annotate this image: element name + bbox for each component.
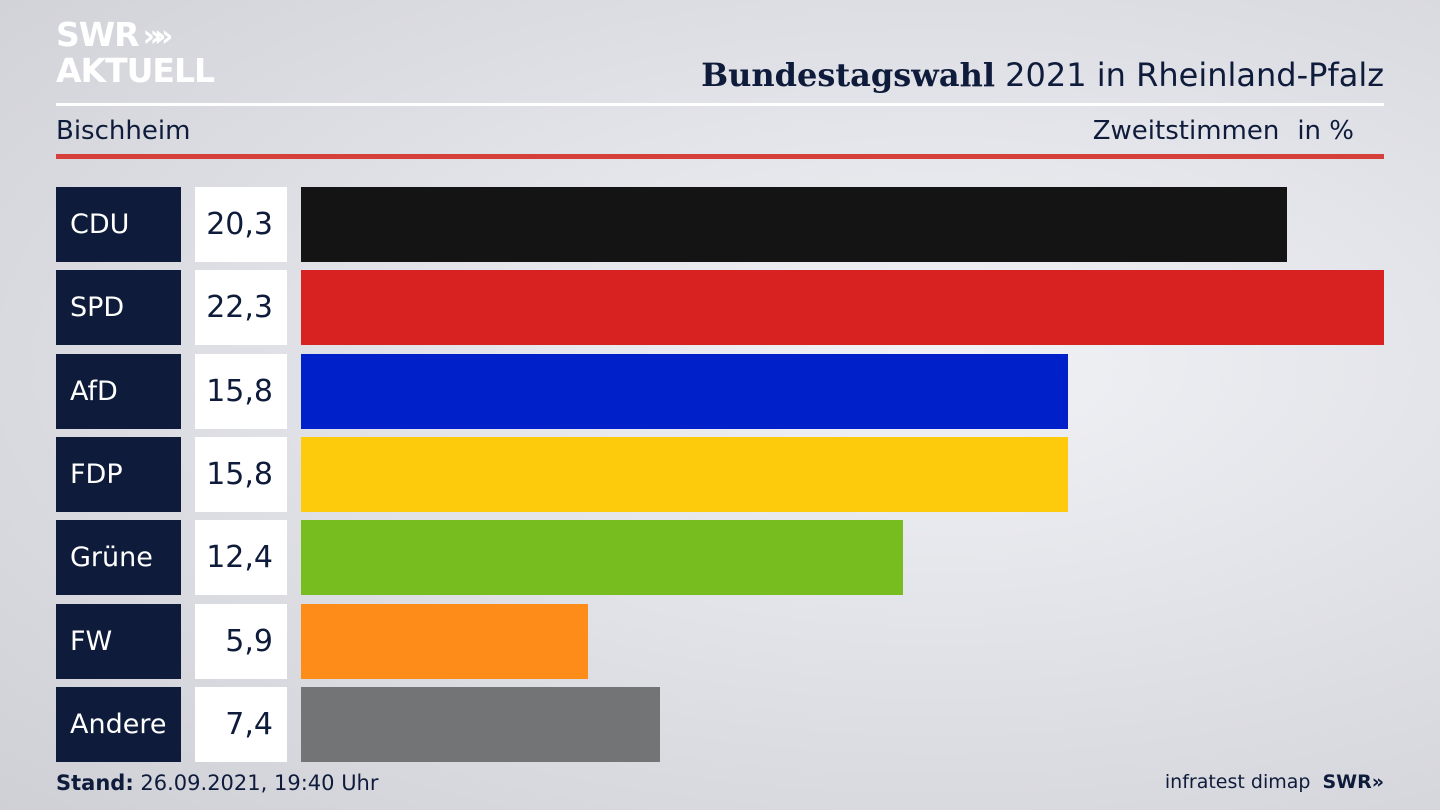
measure-label: Zweitstimmen in %	[1093, 116, 1354, 146]
stand-value: 26.09.2021, 19:40 Uhr	[140, 771, 379, 795]
header-divider	[56, 103, 1384, 106]
party-label: Andere	[56, 687, 181, 762]
source-text: infratest dimap	[1164, 771, 1311, 793]
bar	[301, 270, 1384, 345]
source-credit: infratest dimap SWR»	[1165, 771, 1384, 793]
logo-arrows-icon: »»	[142, 19, 174, 54]
logo-swr-text: SWR	[56, 15, 140, 54]
party-label: Grüne	[56, 520, 181, 595]
timestamp: Stand: 26.09.2021, 19:40 Uhr	[56, 771, 379, 795]
unit-text: in %	[1297, 116, 1354, 146]
measure-text: Zweitstimmen	[1092, 116, 1280, 146]
value-label: 15,8	[195, 354, 287, 429]
value-label: 12,4	[195, 520, 287, 595]
bar	[301, 354, 1068, 429]
party-label: CDU	[56, 187, 181, 262]
value-label: 7,4	[195, 687, 287, 762]
swr-aktuell-logo: SWR»» AKTUELL	[56, 15, 215, 90]
accent-divider	[56, 154, 1384, 159]
party-label: SPD	[56, 270, 181, 345]
title-bold: Bundestagswahl	[701, 56, 995, 94]
party-label: FW	[56, 604, 181, 679]
value-label: 20,3	[195, 187, 287, 262]
party-label: AfD	[56, 354, 181, 429]
page-title: Bundestagswahl 2021 in Rheinland-Pfalz	[701, 56, 1384, 94]
bar	[301, 520, 903, 595]
bar	[301, 604, 588, 679]
region-name: Bischheim	[56, 116, 191, 146]
logo-aktuell-text: AKTUELL	[56, 51, 215, 90]
value-label: 5,9	[195, 604, 287, 679]
value-label: 22,3	[195, 270, 287, 345]
bar	[301, 437, 1068, 512]
title-rest: 2021 in Rheinland-Pfalz	[1005, 56, 1384, 94]
stand-label: Stand:	[56, 771, 134, 795]
brand-text: SWR	[1322, 771, 1372, 793]
bar	[301, 187, 1287, 262]
brand-logo: SWR»	[1322, 771, 1384, 793]
party-label: FDP	[56, 437, 181, 512]
value-label: 15,8	[195, 437, 287, 512]
bar	[301, 687, 660, 762]
